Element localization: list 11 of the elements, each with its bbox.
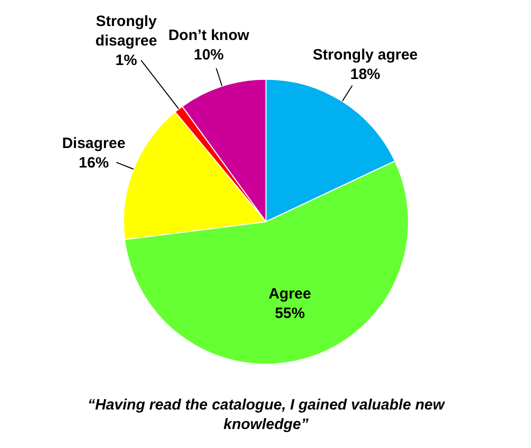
slice-label: Agree [268,286,312,303]
text: “Having read the catalogue, I gained valuable new knowledge” [88,396,446,434]
slice-label: Disagree [62,135,126,152]
data-label: 16% [78,154,109,172]
slice-label: Strongly disagree [95,13,158,50]
data-label: 55% [274,305,305,322]
slice-label: Strongly agree [312,46,418,64]
slice-label: Don’t know [168,26,250,44]
data-label: 18% [350,66,380,84]
data-label: 1% [115,52,138,70]
data-label: 10% [194,46,224,64]
